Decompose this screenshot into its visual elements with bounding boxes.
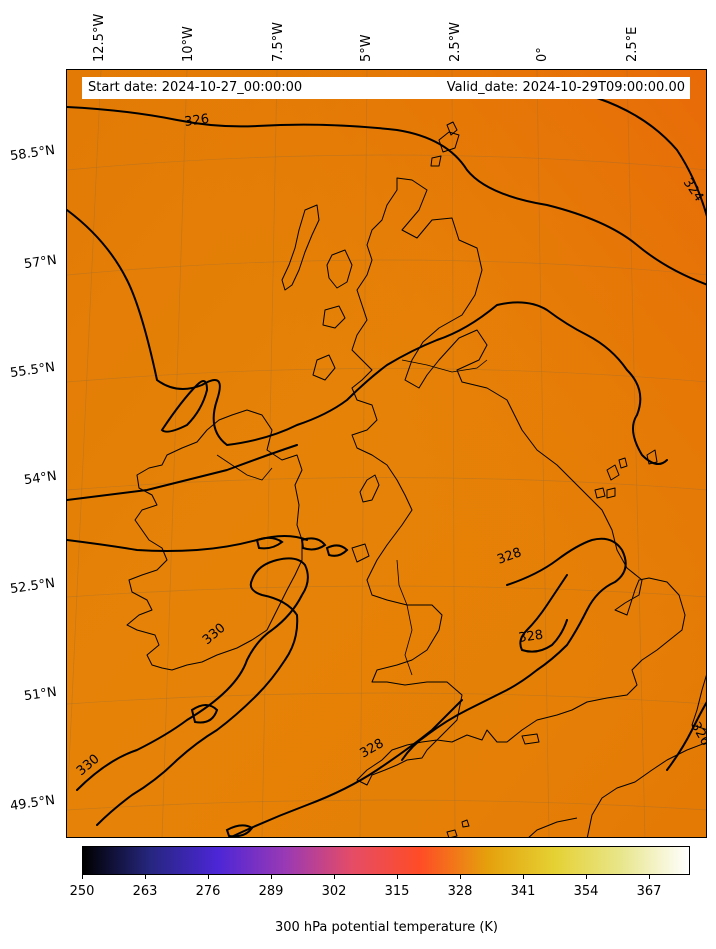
contour-loop-small-1 (190, 704, 219, 724)
colorbar-tick-mark (145, 875, 146, 879)
contour-324-northeast (596, 97, 706, 217)
contour-328-mid (67, 535, 308, 552)
contour-label: 326 (183, 112, 210, 130)
latitude-label: 49.5°N (9, 792, 56, 815)
date-info-box: Start date: 2024-10-27_00:00:00 Valid_da… (82, 77, 690, 99)
longitude-label: 5°W (359, 34, 374, 62)
longitude-label: 0° (535, 47, 550, 62)
contour-lines (67, 97, 706, 837)
colorbar-tick-label: 276 (195, 884, 221, 899)
contour-loop-small-4 (300, 537, 327, 551)
colorbar-label: 300 hPa potential temperature (K) (274, 920, 498, 935)
colorbar-tick-label: 263 (132, 884, 158, 899)
contour-328-south (228, 699, 463, 837)
longitude-label: 2.5°E (625, 26, 640, 62)
isle-of-man-coast (359, 474, 380, 503)
colorbar (82, 846, 690, 875)
colorbar-tick-label: 250 (69, 884, 95, 899)
valid-date: Valid_date: 2024-10-29T09:00:00.00 (446, 80, 685, 95)
colorbar-tick-mark (208, 875, 209, 879)
contour-328-southeast (519, 574, 568, 653)
colorbar-tick-mark (523, 875, 524, 879)
contour-330-southwest (76, 557, 309, 826)
colorbar-tick-label: 289 (258, 884, 284, 899)
coastlines (126, 121, 706, 837)
colorbar-tick-label: 328 (447, 884, 473, 899)
country-borders (216, 359, 488, 676)
ireland-coast (126, 409, 303, 671)
skye-coast (326, 249, 353, 289)
mull-coast (322, 305, 346, 329)
wales-england-border (396, 559, 413, 676)
colorbar-tick-mark (460, 875, 461, 879)
contour-328-east (401, 537, 627, 761)
contour-326-ireland-n (67, 444, 298, 501)
colorbar-tick-mark (334, 875, 335, 879)
isle-of-wight-coast (521, 733, 540, 745)
great-britain-coast (351, 177, 686, 786)
colorbar-tick-label: 341 (510, 884, 536, 899)
longitude-label: 12.5°W (92, 13, 107, 62)
contour-loop-small-5 (325, 544, 349, 557)
latitude-label: 57°N (23, 252, 58, 273)
colorbar-tick-label: 354 (573, 884, 599, 899)
france-coast (586, 742, 706, 837)
anglesey-coast (351, 543, 370, 563)
colorbar-tick-mark (586, 875, 587, 879)
contour-326-west (67, 209, 668, 465)
scotland-england-border (401, 359, 488, 373)
latitude-label: 51°N (23, 684, 58, 705)
islay-coast (312, 354, 336, 381)
latitude-label: 58.5°N (9, 142, 56, 165)
longitude-label: 2.5°W (448, 21, 463, 62)
start-date: Start date: 2024-10-27_00:00:00 (88, 80, 303, 95)
outer-hebrides-coast (281, 204, 320, 291)
orkney-coast (438, 131, 460, 153)
longitude-label: 7.5°W (271, 21, 286, 62)
latitude-label: 54°N (23, 468, 58, 489)
colorbar-tick-mark (82, 875, 83, 879)
map-canvas: 326 324 328 328 330 330 328 326 (67, 70, 706, 837)
colorbar-tick-label: 315 (384, 884, 410, 899)
contour-label: 328 (517, 628, 544, 646)
contour-326-southeast (666, 701, 706, 771)
colorbar-tick-label: 302 (321, 884, 347, 899)
temperature-field-northeast (67, 70, 706, 837)
latitude-label: 55.5°N (9, 359, 56, 382)
contour-loop-small-2 (225, 824, 254, 837)
longitude-label: 10°W (181, 26, 196, 62)
contour-330-loop-1 (160, 380, 209, 433)
colorbar-tick-mark (271, 875, 272, 879)
colorbar-tick-mark (649, 875, 650, 879)
latitude-label: 52.5°N (9, 575, 56, 598)
contour-loop-small-3 (255, 536, 284, 550)
colorbar-tick-mark (397, 875, 398, 879)
contour-326-north (67, 106, 706, 286)
colorbar-tick-label: 367 (636, 884, 662, 899)
map-panel: 326 324 328 328 330 330 328 326 (66, 69, 707, 838)
northern-ireland-border (216, 454, 273, 481)
